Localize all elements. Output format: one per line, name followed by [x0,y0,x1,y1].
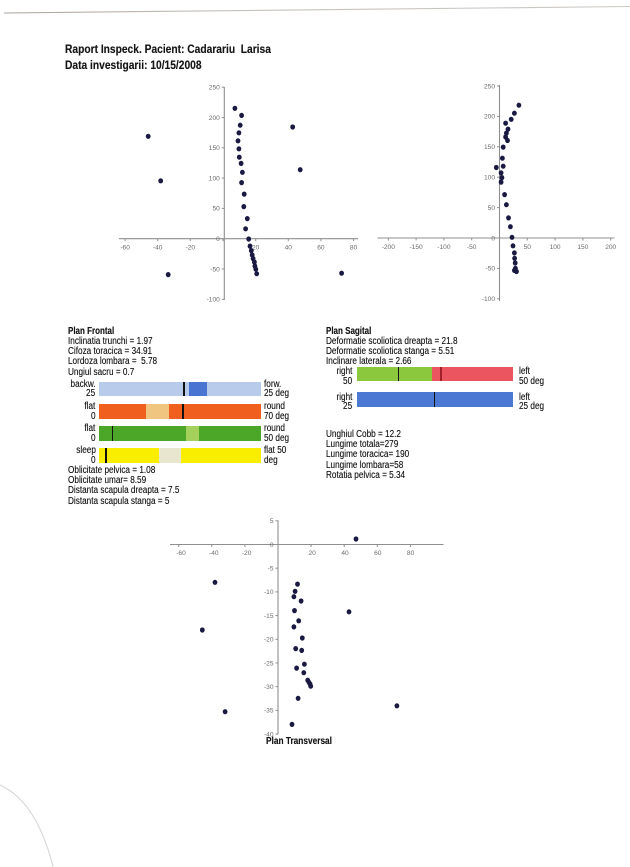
svg-text:50: 50 [212,206,220,213]
svg-text:250: 250 [484,83,495,90]
svg-text:150: 150 [484,144,495,151]
svg-text:50: 50 [524,244,532,251]
svg-text:200: 200 [605,244,616,251]
svg-text:250: 250 [209,85,220,92]
svg-text:200: 200 [209,115,220,122]
svg-text:-60: -60 [176,550,186,557]
svg-text:-15: -15 [264,613,274,620]
svg-text:-20: -20 [264,637,274,644]
svg-text:-60: -60 [120,245,130,252]
svg-text:-20: -20 [242,550,252,557]
svg-text:-20: -20 [186,245,196,252]
svg-text:0: 0 [270,542,274,549]
svg-text:100: 100 [484,175,495,182]
svg-text:-40: -40 [153,245,163,252]
svg-text:-35: -35 [264,708,274,715]
svg-text:20: 20 [309,550,317,557]
svg-text:5: 5 [270,518,274,525]
svg-text:-5: -5 [268,566,274,573]
svg-text:-40: -40 [264,731,274,738]
svg-text:60: 60 [317,245,325,252]
svg-text:0: 0 [491,235,495,242]
svg-text:80: 80 [350,245,358,252]
svg-text:150: 150 [577,244,588,251]
svg-text:100: 100 [550,244,561,251]
svg-text:50: 50 [488,205,496,212]
svg-text:-100: -100 [482,296,496,303]
svg-text:20: 20 [252,245,260,252]
svg-text:0: 0 [216,236,220,243]
svg-text:-40: -40 [209,550,219,557]
svg-text:40: 40 [341,550,349,557]
svg-text:150: 150 [209,145,220,152]
svg-text:60: 60 [374,550,382,557]
svg-text:80: 80 [407,550,415,557]
svg-text:-30: -30 [264,684,274,691]
svg-text:40: 40 [285,245,293,252]
svg-text:-50: -50 [210,266,220,273]
svg-text:-10: -10 [264,589,274,596]
svg-text:-100: -100 [207,297,221,304]
svg-text:100: 100 [209,175,220,182]
svg-text:-50: -50 [467,244,477,251]
svg-text:-100: -100 [437,244,451,251]
svg-text:-200: -200 [382,244,396,251]
svg-text:200: 200 [484,114,495,121]
svg-text:-150: -150 [409,244,423,251]
svg-text:-50: -50 [485,266,495,273]
svg-text:-25: -25 [264,660,274,667]
